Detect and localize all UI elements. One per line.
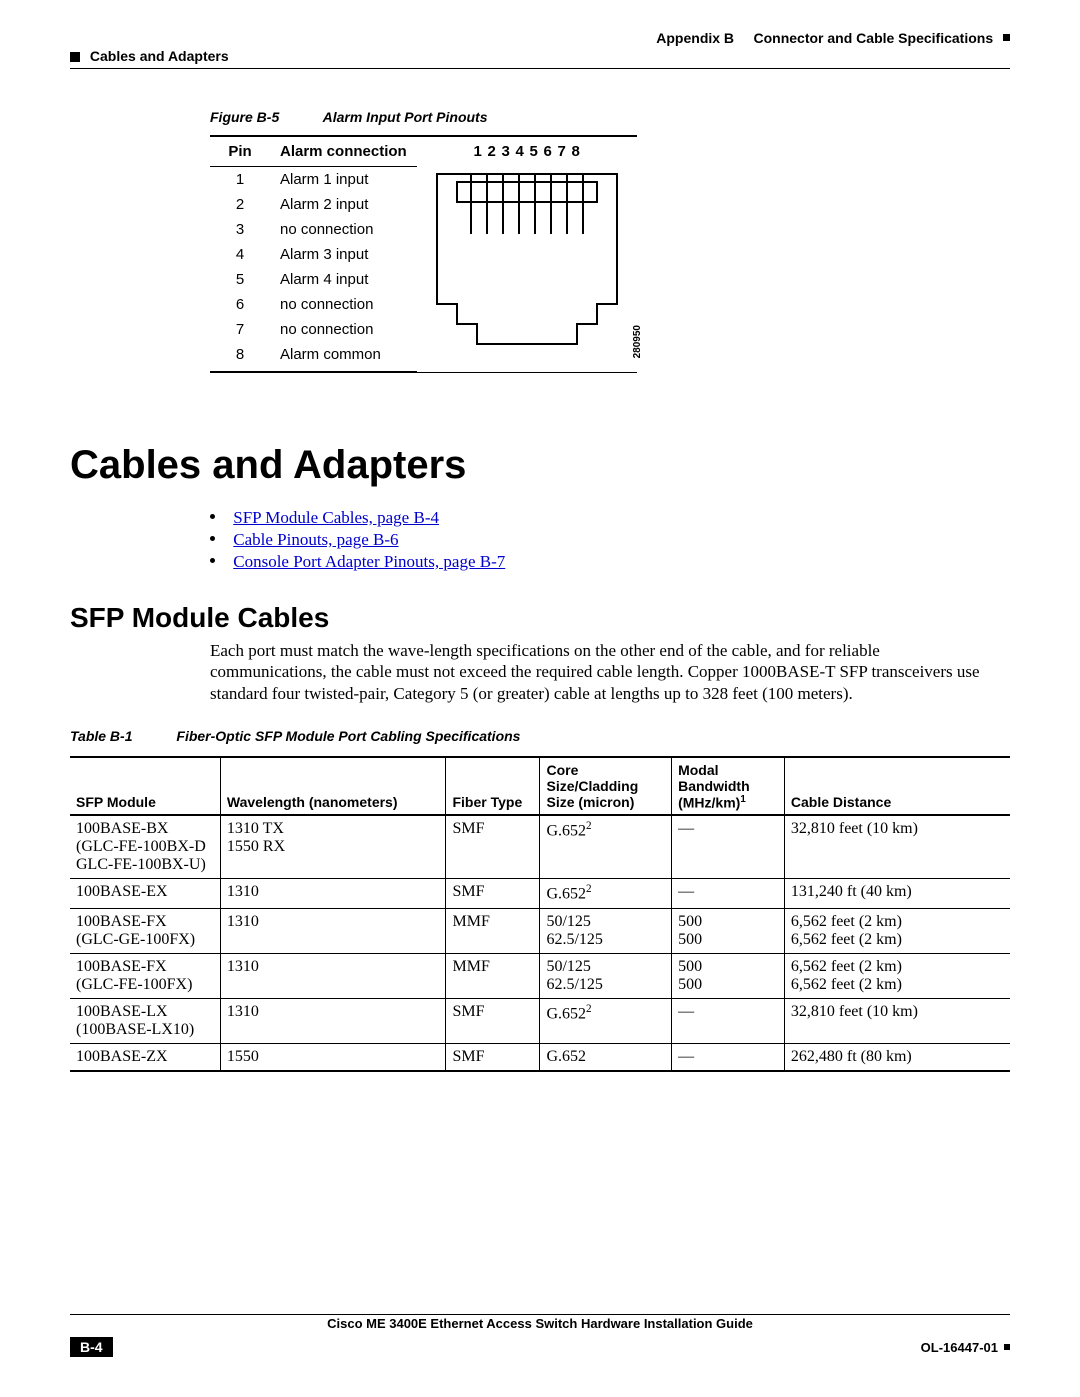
pin-col-header: Pin [210, 136, 270, 167]
table-row: 100BASE-FX(GLC-FE-100FX)1310MMF50/12562.… [70, 953, 1010, 998]
rj-container: 12345678 [427, 143, 627, 358]
table-row: 100BASE-EX1310SMFG.6522—131,240 ft (40 k… [70, 879, 1010, 908]
col-wavelength: Wavelength (nanometers) [220, 757, 446, 816]
table-header-row: SFP Module Wavelength (nanometers) Fiber… [70, 757, 1010, 816]
footer: Cisco ME 3400E Ethernet Access Switch Ha… [70, 1314, 1010, 1357]
conn-col-header: Alarm connection [270, 136, 417, 167]
col-fiber-type: Fiber Type [446, 757, 540, 816]
table-caption: Table B-1 Fiber-Optic SFP Module Port Ca… [70, 728, 1010, 744]
table-label: Table B-1 [70, 728, 133, 744]
header-rule [70, 68, 1010, 69]
list-item: Console Port Adapter Pinouts, page B-7 [210, 552, 1010, 572]
spec-table: SFP Module Wavelength (nanometers) Fiber… [70, 756, 1010, 1072]
figure-caption: Figure B-5 Alarm Input Port Pinouts [210, 109, 1010, 125]
header-square-icon [70, 52, 80, 62]
bullet-icon [210, 558, 215, 563]
section-name: Cables and Adapters [90, 48, 229, 64]
footer-row: B-4 OL-16447-01 [70, 1337, 1010, 1357]
table-row: 100BASE-BX(GLC-FE-100BX-DGLC-FE-100BX-U)… [70, 815, 1010, 879]
heading-1: Cables and Adapters [70, 443, 1010, 488]
heading-2: SFP Module Cables [70, 602, 1010, 634]
link-console-port[interactable]: Console Port Adapter Pinouts, page B-7 [233, 552, 505, 571]
rj-pin-numbers: 12345678 [427, 143, 627, 160]
figure-label: Figure B-5 [210, 109, 279, 125]
appendix-label: Appendix B [656, 30, 734, 46]
paragraph: Each port must match the wave-length spe… [210, 640, 990, 704]
rj-diagram-cell: 12345678 [417, 136, 637, 372]
page: Appendix B Connector and Cable Specifica… [0, 0, 1080, 1397]
appendix-title: Connector and Cable Specifications [754, 30, 994, 46]
table-row: 100BASE-LX(100BASE-LX10)1310SMFG.6522—32… [70, 998, 1010, 1043]
header-left: Cables and Adapters [70, 48, 1010, 64]
col-core-size: Core Size/Cladding Size (micron) [540, 757, 672, 816]
running-header: Appendix B Connector and Cable Specifica… [70, 30, 1010, 46]
col-cable-distance: Cable Distance [784, 757, 1010, 816]
col-modal-bw: Modal Bandwidth (MHz/km)1 [672, 757, 785, 816]
table-row: 100BASE-FX(GLC-GE-100FX)1310MMF50/12562.… [70, 908, 1010, 953]
link-cable-pinouts[interactable]: Cable Pinouts, page B-6 [233, 530, 398, 549]
figure-title: Alarm Input Port Pinouts [323, 109, 488, 125]
table-title: Fiber-Optic SFP Module Port Cabling Spec… [176, 728, 520, 744]
figure-block: Figure B-5 Alarm Input Port Pinouts Pin … [210, 109, 1010, 373]
list-item: Cable Pinouts, page B-6 [210, 530, 1010, 550]
footer-doc-title: Cisco ME 3400E Ethernet Access Switch Ha… [70, 1316, 1010, 1331]
bullet-icon [210, 536, 215, 541]
diagram-id: 280950 [632, 325, 643, 358]
rj45-jack-icon [427, 164, 627, 354]
table-row: 100BASE-ZX1550SMFG.652—262,480 ft (80 km… [70, 1043, 1010, 1071]
col-sfp-module: SFP Module [70, 757, 220, 816]
link-sfp-cables[interactable]: SFP Module Cables, page B-4 [233, 508, 439, 527]
header-right: Appendix B Connector and Cable Specifica… [656, 30, 1010, 46]
bullet-icon [210, 514, 215, 519]
doc-number: OL-16447-01 [921, 1340, 1010, 1355]
list-item: SFP Module Cables, page B-4 [210, 508, 1010, 528]
page-number: B-4 [70, 1337, 113, 1357]
footer-rule [70, 1314, 1010, 1315]
pin-table: Pin Alarm connection 12345678 [210, 135, 637, 373]
link-list: SFP Module Cables, page B-4 Cable Pinout… [210, 508, 1010, 572]
